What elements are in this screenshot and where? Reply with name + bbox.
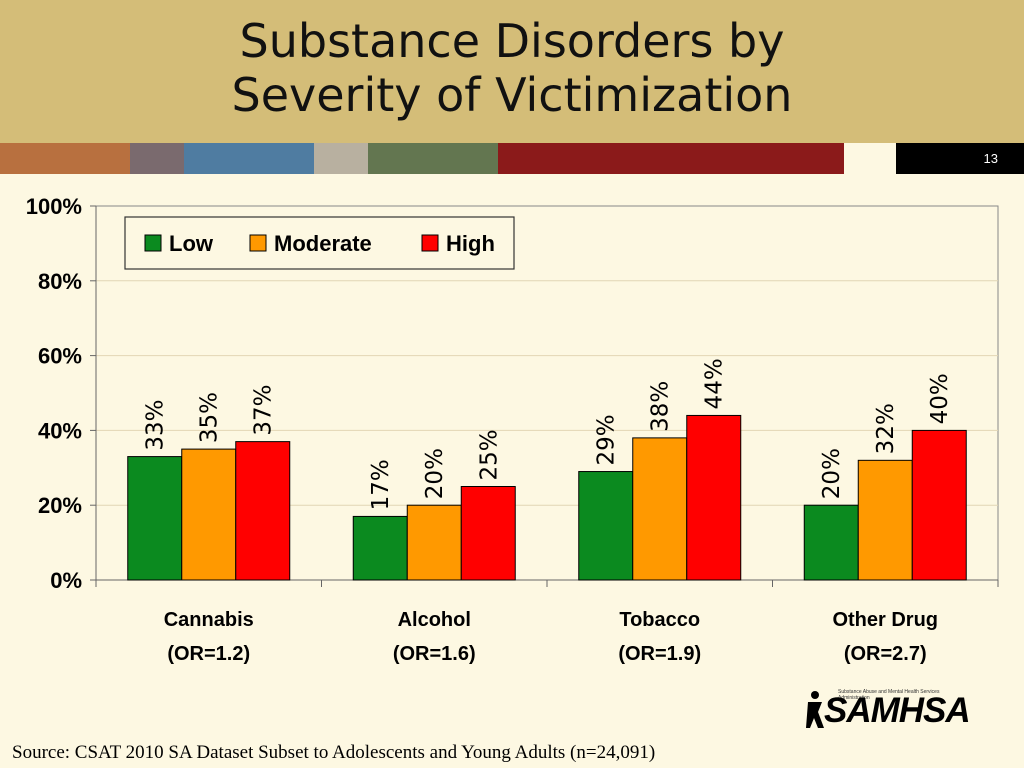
slide-title-line-2: Severity of Victimization xyxy=(231,68,793,122)
bar-moderate xyxy=(406,504,462,581)
stripe-segment xyxy=(130,143,184,174)
y-tick-label: 20% xyxy=(38,493,82,518)
legend-label-moderate: Moderate xyxy=(274,231,372,256)
logo-fine-top: Substance Abuse and Mental Health Servic… xyxy=(838,689,940,701)
legend-swatch-moderate xyxy=(249,234,267,252)
bar-high xyxy=(235,441,291,581)
x-tick-label: Cannabis xyxy=(164,609,254,631)
bar-moderate xyxy=(632,437,688,581)
legend-label-low: Low xyxy=(169,231,214,256)
title-banner: Substance Disorders by Severity of Victi… xyxy=(0,0,1024,143)
slide-title: Substance Disorders by Severity of Victi… xyxy=(0,14,1024,122)
data-label: 37% xyxy=(251,384,277,435)
bar-high xyxy=(686,414,742,581)
samhsa-logo-icon xyxy=(806,691,824,728)
bar-high xyxy=(911,429,967,581)
data-label: 35% xyxy=(197,392,223,443)
stripe-segment xyxy=(184,143,314,174)
stripe-segment xyxy=(368,143,498,174)
samhsa-logo-text: SAMHSA xyxy=(824,691,971,730)
bar-low xyxy=(127,456,183,581)
data-label: 20% xyxy=(819,448,845,499)
data-label: 33% xyxy=(143,399,169,450)
source-note: Source: CSAT 2010 SA Dataset Subset to A… xyxy=(12,742,656,763)
data-label: 20% xyxy=(422,448,448,499)
stripe-segment xyxy=(498,143,844,174)
x-tick-label-sub: (OR=1.2) xyxy=(167,643,250,665)
data-label: 38% xyxy=(648,381,674,432)
bar-chart: 0% 20% 40% 60% 80% 100% 33% 35% 37% Cannabis (OR=1… xyxy=(26,194,999,665)
y-tick-label: 80% xyxy=(38,269,82,294)
x-tick-label: Alcohol xyxy=(398,609,471,631)
stripe-segment xyxy=(844,143,898,174)
data-label: 29% xyxy=(594,414,620,465)
stripe-segment xyxy=(314,143,368,174)
x-tick-label: Other Drug xyxy=(832,609,938,631)
y-tick-label: 100% xyxy=(26,194,82,219)
x-tick-label-sub: (OR=1.9) xyxy=(618,643,701,665)
legend-swatch-high xyxy=(421,234,439,252)
color-stripe xyxy=(0,143,1024,174)
stripe-segment xyxy=(0,143,130,174)
y-tick-label: 60% xyxy=(38,344,82,369)
bar-moderate xyxy=(857,459,913,581)
x-tick-label-sub: (OR=1.6) xyxy=(393,643,476,665)
y-tick-label: 0% xyxy=(50,568,82,593)
bar-moderate xyxy=(181,448,237,581)
legend-swatch-low xyxy=(144,234,162,252)
legend-label-high: High xyxy=(446,231,495,256)
slide-title-line-1: Substance Disorders by xyxy=(239,14,785,68)
data-label: 44% xyxy=(702,358,728,409)
data-label: 40% xyxy=(927,373,953,424)
legend-box xyxy=(124,216,515,270)
bar-low xyxy=(803,504,859,581)
logo-fine-print: Substance Abuse and Mental Health Servic… xyxy=(838,689,968,701)
bar-low xyxy=(352,515,408,581)
data-label: 25% xyxy=(476,429,502,480)
y-tick-label: 40% xyxy=(38,418,82,443)
bar-high xyxy=(460,486,516,581)
bar-low xyxy=(578,471,634,581)
data-label: 17% xyxy=(368,459,394,510)
x-tick-label: Tobacco xyxy=(619,609,700,631)
slide-number: 13 xyxy=(896,143,1024,174)
x-tick-label-sub: (OR=2.7) xyxy=(844,643,927,665)
data-label: 32% xyxy=(873,403,899,454)
